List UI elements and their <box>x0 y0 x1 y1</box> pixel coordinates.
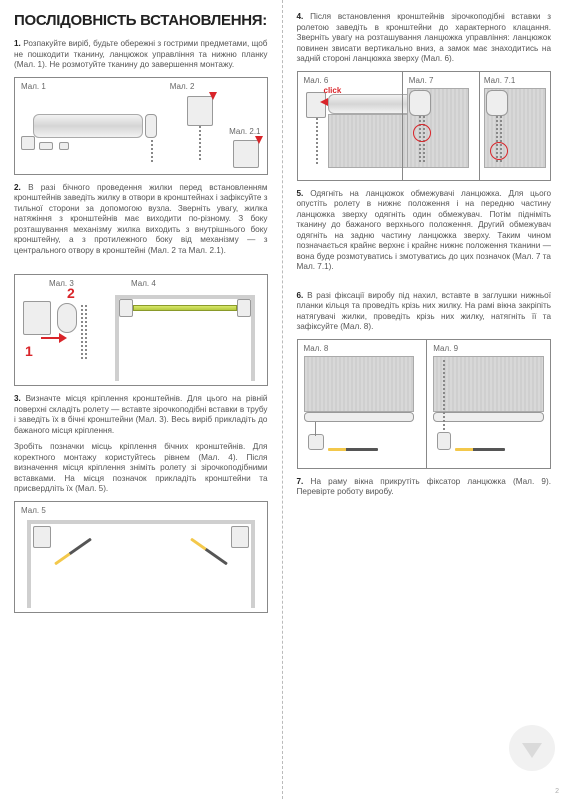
para-7: 7. На раму вікна прикрутіть фіксатор лан… <box>297 477 552 498</box>
tube-icon <box>33 114 143 138</box>
step-num-4: 4. <box>297 12 304 21</box>
bracket-icon <box>231 526 249 548</box>
fig-label-1: Мал. 1 <box>21 82 46 91</box>
chain-icon <box>85 305 87 361</box>
red-arrow-icon <box>209 92 217 100</box>
fig-label-5: Мал. 5 <box>21 506 46 515</box>
step-num-2: 2. <box>14 183 21 192</box>
fig-8-cell: Мал. 8 <box>298 340 421 468</box>
left-column: ПОСЛІДОВНІСТЬ ВСТАНОВЛЕННЯ: 1. Розпакуйт… <box>0 0 283 799</box>
mechanism-icon <box>57 303 77 333</box>
para-3a-text: Визначте місця кріплення кронштейнів. Дл… <box>14 394 268 435</box>
part-icon <box>59 142 69 150</box>
red-number-2: 2 <box>67 285 75 301</box>
red-arrow-icon <box>59 333 67 343</box>
fig-6-cell: Мал. 6 click <box>298 72 396 180</box>
para-3b: Зробіть позначки місць кріплення бічних … <box>14 442 268 495</box>
para-1-text: Розпакуйте виріб, будьте обережні з гост… <box>14 39 268 69</box>
fig-label-9: Мал. 9 <box>433 344 458 353</box>
red-circle-icon <box>490 142 508 160</box>
chain-icon <box>443 360 445 430</box>
thread-icon <box>315 422 316 436</box>
para-7-text: На раму вікна прикрутіть фіксатор ланцюж… <box>297 477 551 497</box>
bracket-icon <box>33 526 51 548</box>
red-arrow-icon <box>41 337 61 339</box>
part-icon <box>39 142 53 150</box>
page: ПОСЛІДОВНІСТЬ ВСТАНОВЛЕННЯ: 1. Розпакуйт… <box>0 0 565 799</box>
red-circle-icon <box>413 124 431 142</box>
chain-icon <box>151 140 153 164</box>
click-label: click <box>324 86 342 95</box>
bracket-icon <box>237 299 251 317</box>
fig-label-71: Мал. 7.1 <box>484 76 515 85</box>
fig-label-6: Мал. 6 <box>304 76 329 85</box>
bracket-icon <box>233 140 259 168</box>
para-2-text: В разі бічного проведення жилки перед вс… <box>14 183 268 255</box>
para-6: 6. В разі фіксації виробу під нахил, вст… <box>297 291 552 333</box>
para-6-text: В разі фіксації виробу під нахил, вставт… <box>297 291 552 332</box>
fig-71-cell: Мал. 7.1 <box>479 72 550 180</box>
part-icon <box>21 136 35 150</box>
bottom-bar-icon <box>304 412 415 422</box>
figure-box-1: Мал. 1 Мал. 2 Мал. 2.1 <box>14 77 268 175</box>
watermark-icon <box>509 725 555 771</box>
figure-box-3: Мал. 5 <box>14 501 268 613</box>
page-number: 2 <box>555 788 559 795</box>
para-1: 1. Розпакуйте виріб, будьте обережні з г… <box>14 39 268 71</box>
spirit-level-icon <box>133 305 237 311</box>
figure-box-5: Мал. 8 Мал. 9 <box>297 339 552 469</box>
step-num-7: 7. <box>297 477 304 486</box>
mechanism-icon <box>409 90 431 116</box>
screwdriver-icon <box>455 448 505 451</box>
red-number-1: 1 <box>25 343 33 359</box>
title: ПОСЛІДОВНІСТЬ ВСТАНОВЛЕННЯ: <box>14 12 268 29</box>
para-3a: 3. Визначте місця кріплення кронштейнів.… <box>14 394 268 436</box>
fig-label-7: Мал. 7 <box>409 76 434 85</box>
fig-7-cell: Мал. 7 <box>402 72 473 180</box>
figure-box-4: Мал. 6 click Мал. 7 Мал. <box>297 71 552 181</box>
figure-box-2: Мал. 3 Мал. 4 1 2 <box>14 274 268 386</box>
bracket-icon <box>23 301 51 335</box>
step-num-3: 3. <box>14 394 21 403</box>
para-2: 2. В разі бічного проведення жилки перед… <box>14 183 268 257</box>
fig-label-21: Мал. 2.1 <box>229 127 260 136</box>
chain-holder-icon <box>437 432 451 450</box>
step-num-5: 5. <box>297 189 304 198</box>
mechanism-icon <box>486 90 508 116</box>
fig-9-cell: Мал. 9 <box>426 340 550 468</box>
step-num-1: 1. <box>14 39 21 48</box>
endcap-icon <box>145 114 157 138</box>
thread-icon <box>199 126 201 162</box>
fabric-icon <box>433 356 544 412</box>
red-arrow-icon <box>255 136 263 144</box>
chain-icon <box>81 305 83 361</box>
red-arrow-icon <box>320 98 328 106</box>
fig-label-8: Мал. 8 <box>304 344 329 353</box>
right-column: 4. Після встановлення кронштейнів зірочк… <box>283 0 565 799</box>
fabric-icon <box>304 356 415 412</box>
tensioner-icon <box>308 434 324 450</box>
fig-label-4: Мал. 4 <box>131 279 156 288</box>
para-5: 5. Одягніть на ланцюжок обмежувачі ланцю… <box>297 189 552 273</box>
screwdriver-icon <box>328 448 378 451</box>
para-5-text: Одягніть на ланцюжок обмежувачі ланцюжка… <box>297 189 552 272</box>
chain-icon <box>316 118 318 166</box>
fig-label-2: Мал. 2 <box>170 82 195 91</box>
bottom-bar-icon <box>433 412 544 422</box>
window-frame-icon <box>27 520 255 608</box>
para-4: 4. Після встановлення кронштейнів зірочк… <box>297 12 552 65</box>
para-4-text: Після встановлення кронштейнів зірочкопо… <box>297 12 552 63</box>
step-num-6: 6. <box>297 291 304 300</box>
para-3b-text: Зробіть позначки місць кріплення бічних … <box>14 442 268 493</box>
bracket-icon <box>119 299 133 317</box>
bracket-icon <box>187 96 213 126</box>
